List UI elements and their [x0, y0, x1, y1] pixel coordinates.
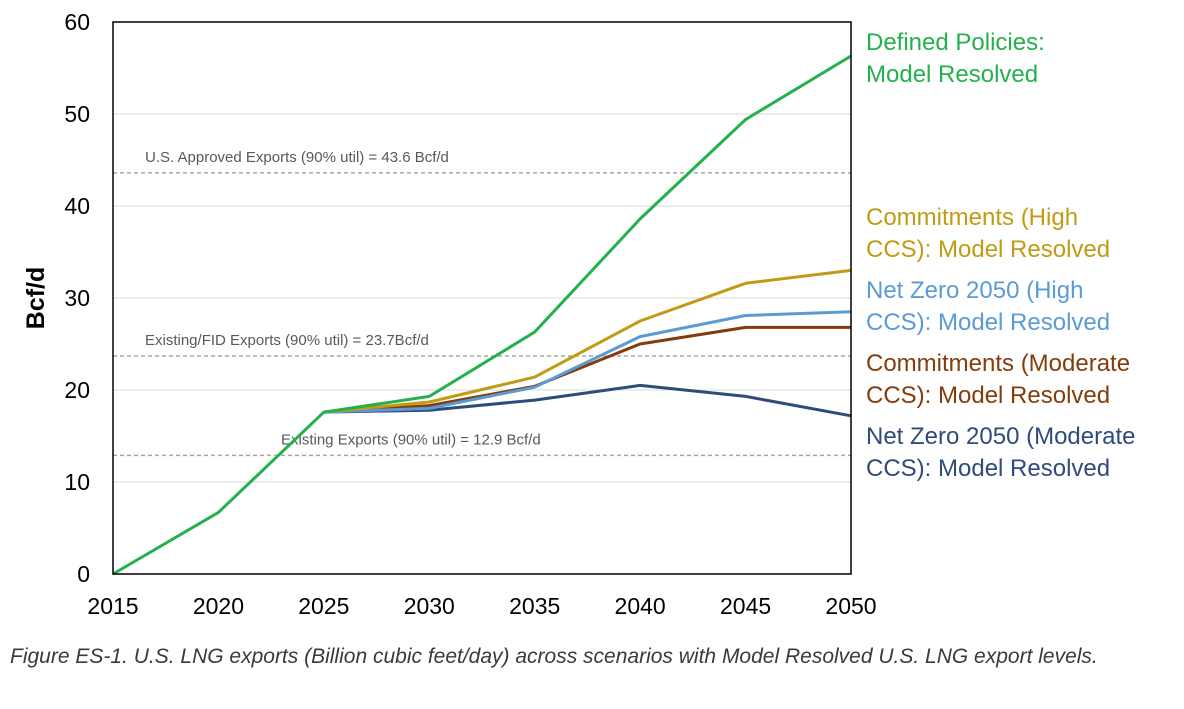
- series-line: [112, 54, 852, 576]
- reference-lines: U.S. Approved Exports (90% util) = 43.6 …: [113, 149, 851, 457]
- series-label: Commitments (High CCS): Model Resolved: [866, 204, 1110, 263]
- x-tick-label: 2025: [298, 593, 349, 619]
- series-labels: Defined Policies: Model Resolved Commitmen…: [866, 29, 1135, 482]
- x-tick-label: 2020: [193, 593, 244, 619]
- x-tick-label: 2030: [404, 593, 455, 619]
- y-tick-label: 10: [64, 469, 90, 495]
- series-label: Defined Policies: Model Resolved: [866, 29, 1045, 88]
- figure-caption: Figure ES-1. U.S. LNG exports (Billion c…: [10, 645, 1098, 668]
- x-tick-label: 2035: [509, 593, 560, 619]
- reference-line-label: Existing Exports (90% util) = 12.9 Bcf/d: [281, 431, 541, 448]
- series-line: [323, 325, 851, 414]
- series-lines: [112, 54, 852, 576]
- y-tick-label: 50: [64, 101, 90, 127]
- reference-line-label: U.S. Approved Exports (90% util) = 43.6 …: [145, 149, 449, 166]
- series-label: Commitments (Moderate CCS): Model Resolve…: [866, 350, 1130, 409]
- y-tick-label: 60: [64, 9, 90, 35]
- gridlines: [113, 113, 851, 483]
- y-tick-label: 20: [64, 377, 90, 403]
- y-tick-label: 0: [77, 561, 90, 587]
- y-tick-labels: 0 10 20 30 40 50 60: [64, 9, 90, 587]
- series-line: [323, 310, 852, 414]
- reference-line-label: Existing/FID Exports (90% util) = 23.7Bc…: [145, 332, 429, 349]
- lng-exports-chart: U.S. Approved Exports (90% util) = 43.6 …: [22, 9, 1135, 619]
- y-tick-label: 40: [64, 193, 90, 219]
- y-tick-label: 30: [64, 285, 90, 311]
- series-label: Net Zero 2050 (Moderate CCS): Model Resol…: [866, 423, 1135, 482]
- x-tick-label: 2050: [825, 593, 876, 619]
- x-tick-label: 2015: [87, 593, 138, 619]
- x-tick-labels: 2015 2020 2025 2030 2035 2040 2045 2050: [87, 593, 876, 619]
- x-tick-label: 2040: [615, 593, 666, 619]
- plot-frame: [112, 21, 852, 575]
- series-label: Net Zero 2050 (High CCS): Model Resolved: [866, 277, 1110, 336]
- series-line: [323, 268, 852, 414]
- y-axis-label: Bcf/d: [22, 267, 50, 330]
- x-tick-label: 2045: [720, 593, 771, 619]
